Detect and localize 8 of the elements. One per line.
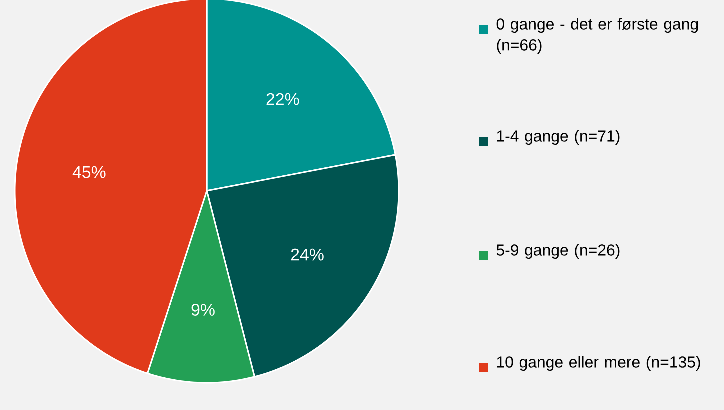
legend-label: 1-4 gange (n=71) (497, 130, 620, 146)
data-label: 9% (192, 304, 215, 316)
data-label: 45% (72, 166, 106, 178)
legend-label: 0 gange - det er første gang (n=66) (496, 18, 698, 54)
legend-label: 10 gange eller mere (n=135) (497, 356, 700, 372)
data-label: 24% (291, 248, 324, 261)
data-label: 22% (266, 93, 300, 106)
legend-label: 5-9 gange (n=26) (496, 244, 620, 260)
